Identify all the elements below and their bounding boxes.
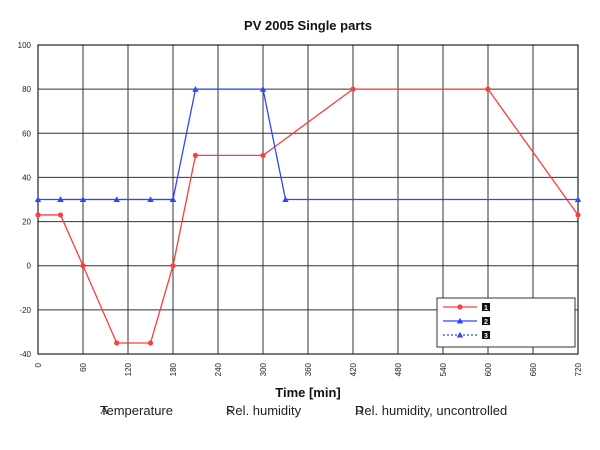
x-tick-label: 360 [304, 362, 313, 376]
y-tick-label: 0 [27, 262, 32, 271]
data-point [259, 85, 267, 92]
footer-label: Rel. humidity, uncontrolled [355, 403, 508, 418]
y-tick-label: 80 [22, 85, 31, 94]
series-A [35, 86, 581, 346]
x-tick-label: 240 [214, 362, 223, 376]
legend-symbol: 2 [484, 319, 488, 326]
x-tick-label: 60 [79, 362, 88, 371]
data-point [80, 263, 86, 269]
data-point [114, 340, 120, 346]
footer-key: D [355, 403, 364, 417]
data-point [147, 196, 154, 203]
data-point [260, 152, 266, 158]
data-point [35, 212, 41, 218]
footer-key: S [226, 403, 233, 417]
x-tick-label: 0 [34, 362, 43, 367]
y-axis-ticks: -40 -20 0 20 40 60 80 100 [18, 41, 32, 359]
data-point [79, 196, 87, 203]
data-point [57, 212, 64, 218]
x-tick-label: 720 [574, 362, 583, 376]
data-point [57, 196, 64, 203]
y-tick-label: 60 [22, 129, 31, 138]
x-tick-label: 600 [484, 362, 493, 376]
legend-badge [482, 303, 490, 311]
y-tick-label: 20 [22, 218, 31, 227]
series-key-footer: A Temperature S Rel. humidity D Rel. humidi… [0, 403, 600, 425]
legend-symbol: 1 [484, 305, 488, 312]
line-chart: PV 2005 Single parts -40-20020406080100 … [18, 18, 583, 400]
y-tick-label: -40 [19, 350, 31, 359]
chart-title: PV 2005 Single parts [244, 18, 372, 33]
legend-badge [482, 331, 490, 339]
y-tick-label: 100 [18, 41, 32, 50]
x-tick-label: 120 [124, 362, 133, 376]
x-tick-label: 300 [259, 362, 268, 376]
data-point [34, 196, 42, 203]
footer-label: Rel. humidity [226, 403, 302, 418]
legend-swatch-marker [456, 317, 464, 324]
data-point [170, 263, 176, 269]
data-point [574, 196, 582, 203]
legend-swatch-marker [456, 331, 464, 338]
legend-badge [482, 317, 490, 325]
x-tick-label: 480 [394, 362, 403, 376]
footer-label: Temperature [100, 403, 173, 418]
chart-legend: 1 2 3 [436, 297, 576, 348]
data-point [192, 85, 199, 92]
x-axis-label: Time [min] [275, 385, 341, 400]
x-axis-ticks: 0 60 120 180 240 300 360 420 480 540 600 660 720 [34, 362, 583, 376]
series-D [57, 196, 177, 203]
footer-key: A [100, 403, 109, 417]
chart-series [34, 85, 582, 346]
data-point [485, 86, 491, 92]
data-point [147, 340, 154, 346]
y-tick-label: -20 [19, 306, 31, 315]
data-point [575, 212, 581, 218]
data-point [192, 152, 199, 158]
legend-symbol: 3 [484, 333, 488, 340]
x-tick-label: 180 [169, 362, 178, 376]
data-point [169, 196, 177, 203]
x-tick-label: 660 [529, 362, 538, 376]
legend-swatch-marker [457, 304, 463, 310]
x-tick-label: 420 [349, 362, 358, 376]
data-point [113, 196, 120, 203]
y-tick-label: 40 [22, 173, 31, 182]
data-point [282, 196, 289, 203]
x-tick-label: 540 [439, 362, 448, 376]
data-point [350, 86, 356, 92]
